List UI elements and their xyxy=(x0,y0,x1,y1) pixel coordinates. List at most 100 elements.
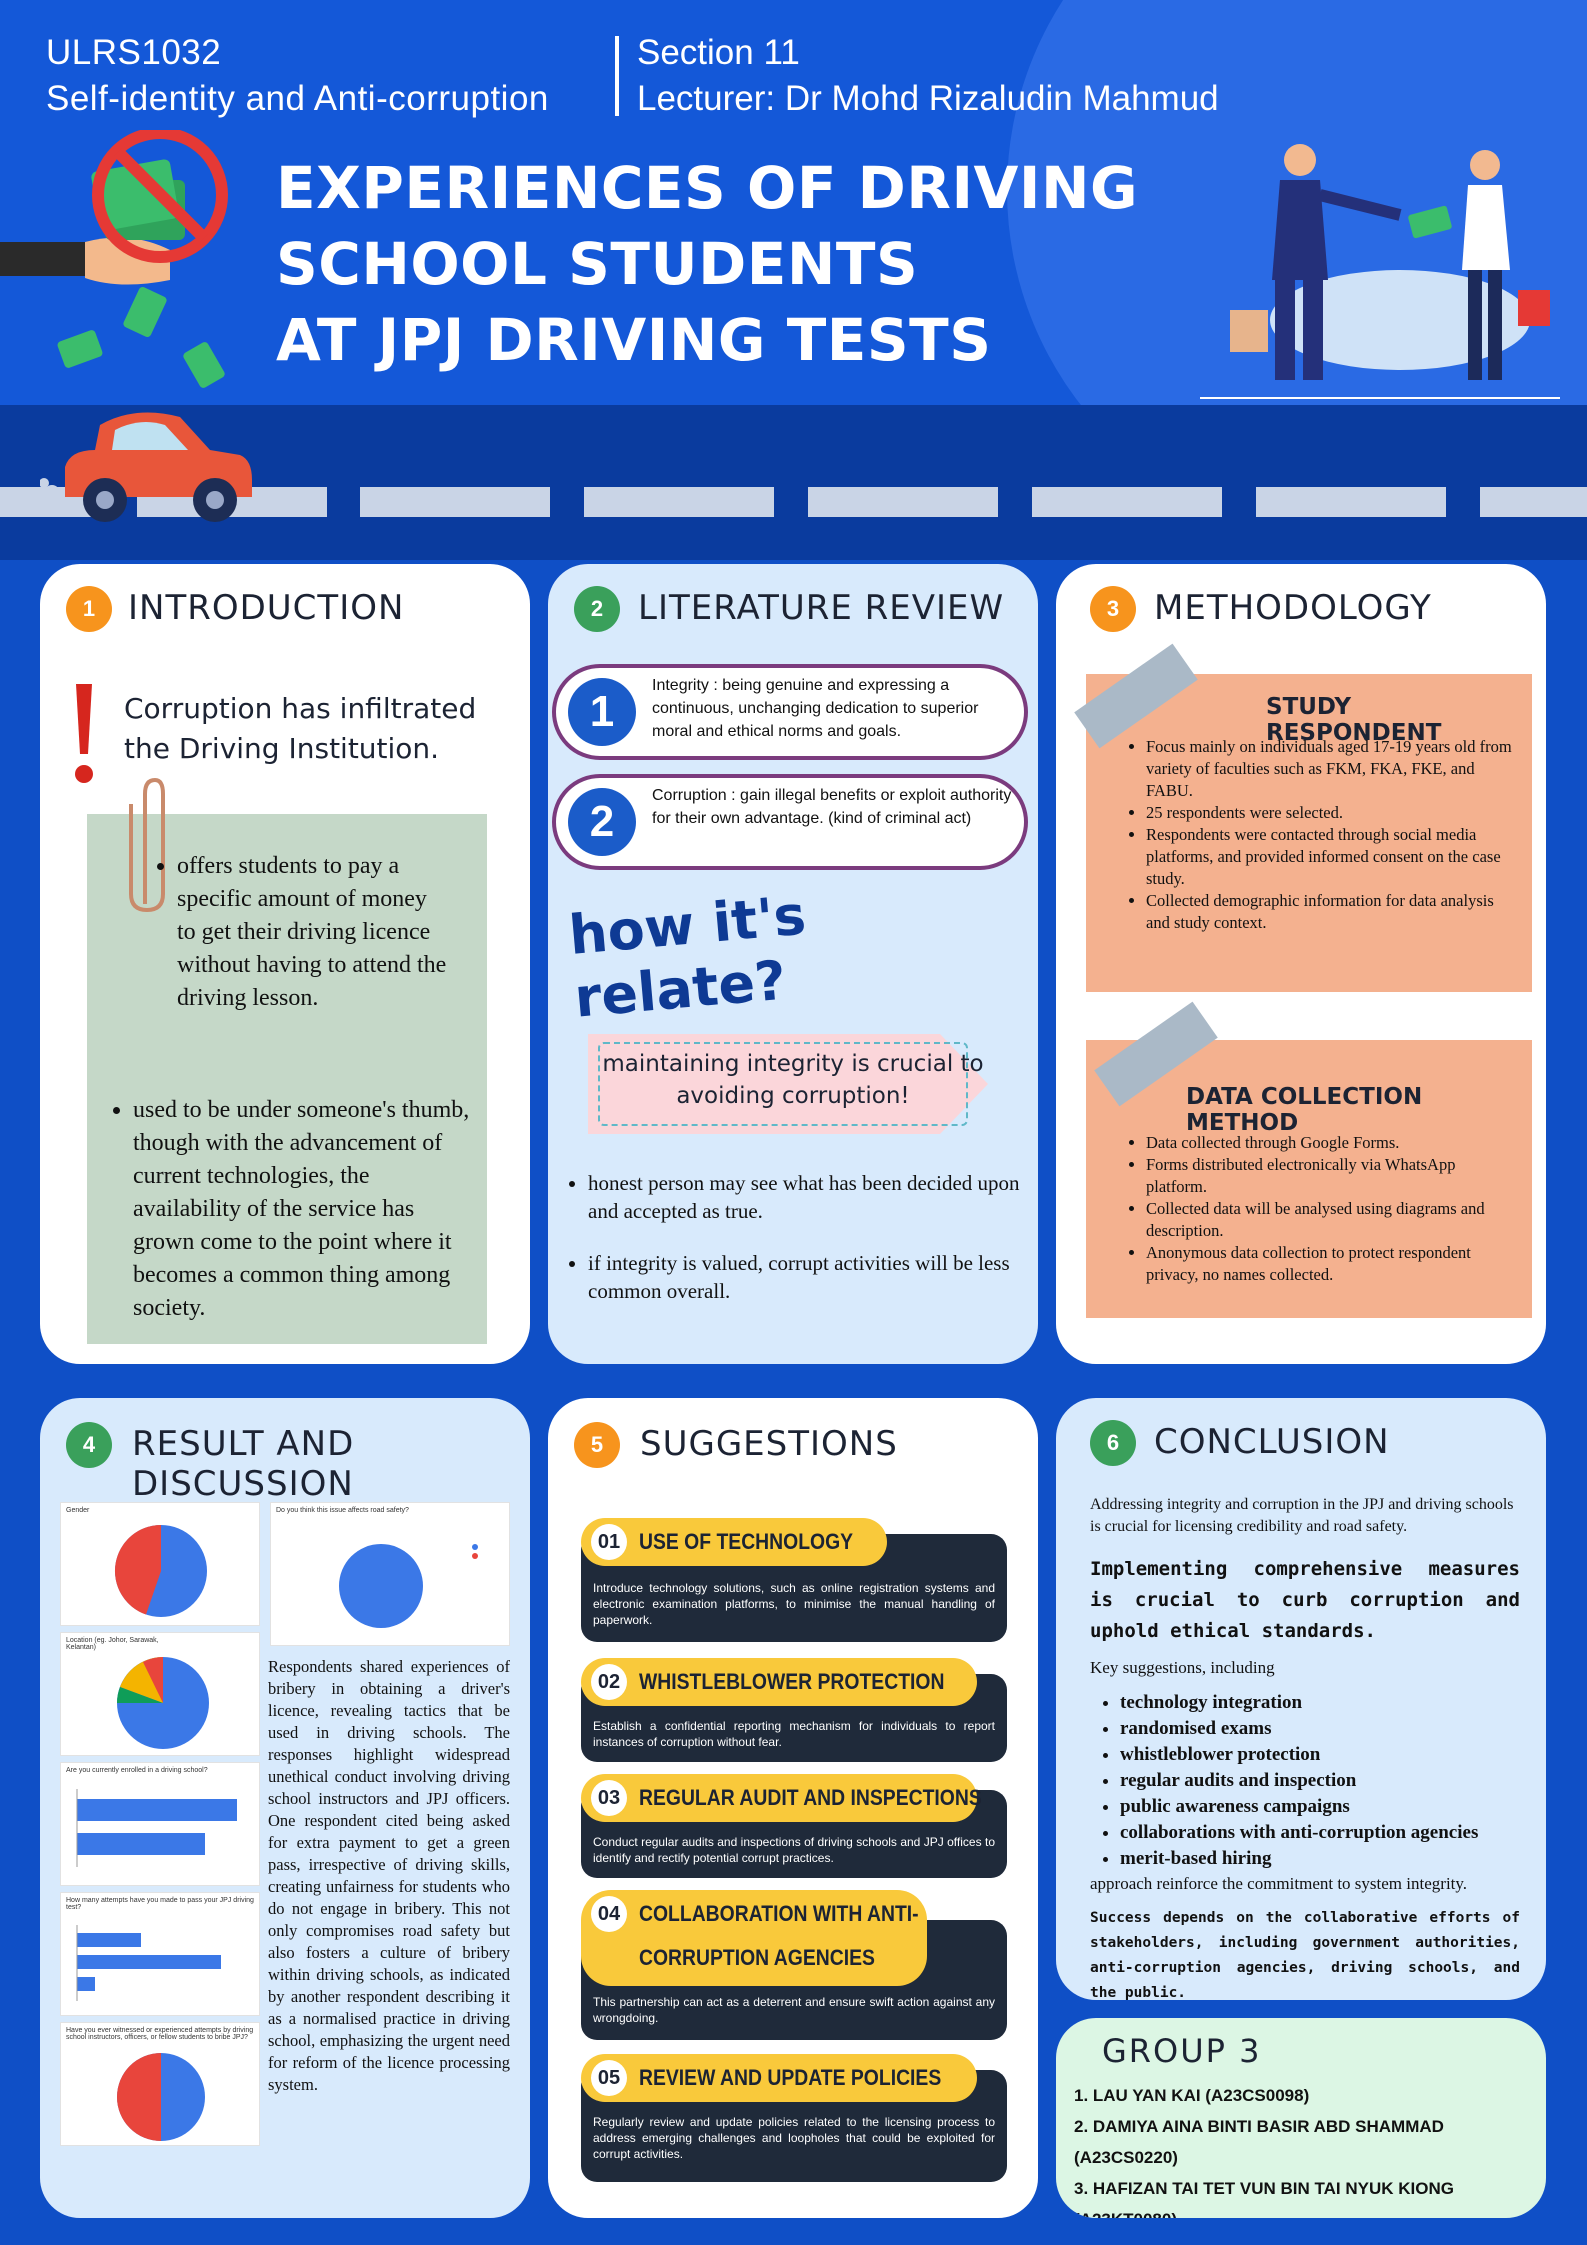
suggestion-description: Establish a confidential reporting mecha… xyxy=(593,1719,995,1749)
chart-title: Gender xyxy=(66,1507,90,1514)
section-number-badge: 1 xyxy=(66,586,112,632)
exclamation-icon xyxy=(75,684,93,783)
list-item: whistleblower protection xyxy=(1120,1742,1478,1768)
road-lane-mark xyxy=(808,487,998,517)
relate-heading: how it's relate? xyxy=(566,883,809,1030)
chart-title: Location (eg. Johor, Sarawak, Kelantan) xyxy=(66,1637,159,1651)
list-item: regular audits and inspection xyxy=(1120,1768,1478,1794)
definition-text: Corruption : gain illegal benefits or ex… xyxy=(652,787,1012,827)
suggestion-label: WHISTLEBLOWER PROTECTION xyxy=(639,1669,945,1694)
conclusion-panel: 6 CONCLUSION Addressing integrity and co… xyxy=(1056,1398,1546,2000)
car-icon xyxy=(40,412,252,522)
suggestion-label: CORRUPTION AGENCIES xyxy=(639,1945,875,1970)
member-item: 1. LAU YAN KAI (A23CS0098) xyxy=(1074,2086,1310,2105)
chart-legend xyxy=(472,1544,478,1559)
section-number: Section 11 xyxy=(637,33,800,72)
suggestion-label: REVIEW AND UPDATE POLICIES xyxy=(639,2065,942,2090)
witnessed-chart: Have you ever witnessed or experienced a… xyxy=(60,2022,260,2146)
enrolled-bars xyxy=(76,1789,237,1867)
suggestion-label: COLLABORATION WITH ANTI- xyxy=(639,1901,919,1926)
suggestion-description: Introduce technology solutions, such as … xyxy=(593,1581,995,1627)
suggestion-description: Regularly review and update policies rel… xyxy=(593,2115,995,2161)
course-code: ULRS1032 xyxy=(46,33,222,72)
suggestion-description: This partnership can act as a deterrent … xyxy=(593,1995,995,2025)
literature-title: LITERATURE REVIEW xyxy=(638,588,1005,628)
list-item: collaborations with anti-corruption agen… xyxy=(1120,1820,1478,1846)
list-item: Collected demographic information for da… xyxy=(1146,890,1512,934)
bribe-exchange-illustration xyxy=(1200,144,1560,399)
list-item: randomised exams xyxy=(1120,1716,1478,1742)
list-item: offers students to pay a specific amount… xyxy=(177,850,447,1015)
road xyxy=(0,405,1587,560)
list-item: Focus mainly on individuals aged 17-19 y… xyxy=(1146,736,1512,802)
chart-title: Do you think this issue affects road saf… xyxy=(276,1507,409,1514)
introduction-bullets: used to be under someone's thumb, though… xyxy=(133,1094,478,1325)
conclusion-approach: approach reinforce the commitment to sys… xyxy=(1090,1874,1468,1893)
suggestions-title: SUGGESTIONS xyxy=(640,1424,898,1464)
suggestions-panel: 5 SUGGESTIONS 01 USE OF TECHNOLOGY Intro… xyxy=(548,1398,1038,2218)
list-item: honest person may see what has been deci… xyxy=(588,1169,1028,1225)
methodology-title: METHODOLOGY xyxy=(1154,588,1432,628)
conclusion-intro: Addressing integrity and corruption in t… xyxy=(1090,1496,1514,1535)
chart-title: Have you ever witnessed or experienced a… xyxy=(66,2027,254,2041)
definition-text: Integrity : being genuine and expressing… xyxy=(652,677,979,740)
list-item: if integrity is valued, corrupt activiti… xyxy=(588,1249,1028,1305)
definition-number: 1 xyxy=(568,678,636,746)
conclusion-title: CONCLUSION xyxy=(1154,1422,1390,1462)
no-bribe-icon xyxy=(0,130,228,388)
suggestion-number: 04 xyxy=(591,1896,627,1932)
suggestion-description: Conduct regular audits and inspections o… xyxy=(593,1835,995,1865)
section-number-badge: 2 xyxy=(574,586,620,632)
section-number-badge: 5 xyxy=(574,1422,620,1468)
callout-border xyxy=(598,1042,968,1126)
data-collection-card: DATA COLLECTION METHOD Data collected th… xyxy=(1086,1034,1532,1324)
location-chart: Location (eg. Johor, Sarawak, Kelantan) xyxy=(60,1632,260,1756)
member-item: 3. HAFIZAN TAI TET VUN BIN TAI NYUK KION… xyxy=(1074,2179,1454,2218)
attempts-bars xyxy=(76,1925,221,2001)
introduction-title: INTRODUCTION xyxy=(128,588,405,628)
results-discussion: Respondents shared experiences of briber… xyxy=(268,1657,510,2094)
section-info: Section 11 Lecturer: Dr Mohd Rizaludin M… xyxy=(637,30,1219,122)
list-item: Collected data will be analysed using di… xyxy=(1146,1198,1512,1242)
gender-chart: Gender xyxy=(60,1502,260,1626)
road-lane-mark xyxy=(1256,487,1446,517)
conclusion-key-label: Key suggestions, including xyxy=(1090,1658,1275,1677)
integrity-definition: 1 Integrity : being genuine and expressi… xyxy=(552,664,1028,760)
group-title: GROUP 3 xyxy=(1102,2032,1262,2070)
suggestion-header: 01 USE OF TECHNOLOGY xyxy=(581,1518,887,1566)
conclusion-closing: Success depends on the collaborative eff… xyxy=(1090,1910,1520,2000)
section-number-badge: 6 xyxy=(1090,1420,1136,1466)
study-respondent-bullets: Focus mainly on individuals aged 17-19 y… xyxy=(1146,736,1512,934)
list-item: used to be under someone's thumb, though… xyxy=(133,1094,478,1325)
callout-arrow xyxy=(588,1034,988,1134)
suggestion-header: 02 WHISTLEBLOWER PROTECTION xyxy=(581,1658,977,1706)
witnessed-pie xyxy=(117,2053,205,2141)
list-item: public awareness campaigns xyxy=(1120,1794,1478,1820)
suggestion-number: 03 xyxy=(591,1780,627,1816)
course-name: Self-identity and Anti-corruption xyxy=(46,79,549,118)
methodology-panel: 3 METHODOLOGY STUDY RESPONDENT Focus mai… xyxy=(1056,564,1546,1364)
lecturer-name: Lecturer: Dr Mohd Rizaludin Mahmud xyxy=(637,79,1219,118)
conclusion-emphasis: Implementing comprehensive measures is c… xyxy=(1090,1558,1520,1642)
results-panel: 4 RESULT AND DISCUSSION Gender Do you th… xyxy=(40,1398,530,2218)
suggestion-header: 05 REVIEW AND UPDATE POLICIES xyxy=(581,2054,977,2102)
suggestion-header: 03 REGULAR AUDIT AND INSPECTIONS xyxy=(581,1774,982,1822)
list-item: Anonymous data collection to protect res… xyxy=(1146,1242,1512,1286)
data-collection-title: DATA COLLECTION METHOD xyxy=(1186,1084,1423,1136)
header-divider xyxy=(615,36,619,116)
group-panel: GROUP 3 1. LAU YAN KAI (A23CS0098) 2. DA… xyxy=(1056,2018,1546,2218)
title-line-2: SCHOOL STUDENTS xyxy=(276,230,919,298)
attempts-chart: How many attempts have you made to pass … xyxy=(60,1892,260,2016)
road-lane-mark xyxy=(360,487,550,517)
suggestion-header: 04 COLLABORATION WITH ANTI- CORRUPTION A… xyxy=(581,1890,927,1986)
suggestion-number: 02 xyxy=(591,1664,627,1700)
chart-title: Are you currently enrolled in a driving … xyxy=(66,1767,208,1774)
definition-number: 2 xyxy=(568,788,636,856)
location-pie xyxy=(117,1657,209,1749)
suggestion-number: 05 xyxy=(591,2060,627,2096)
paperclip-icon xyxy=(129,777,165,913)
road-lane-mark xyxy=(1032,487,1222,517)
road-safety-pie xyxy=(339,1544,423,1628)
introduction-panel: 1 INTRODUCTION Corruption has infiltrate… xyxy=(40,564,530,1364)
suggestion-number: 01 xyxy=(591,1524,627,1560)
